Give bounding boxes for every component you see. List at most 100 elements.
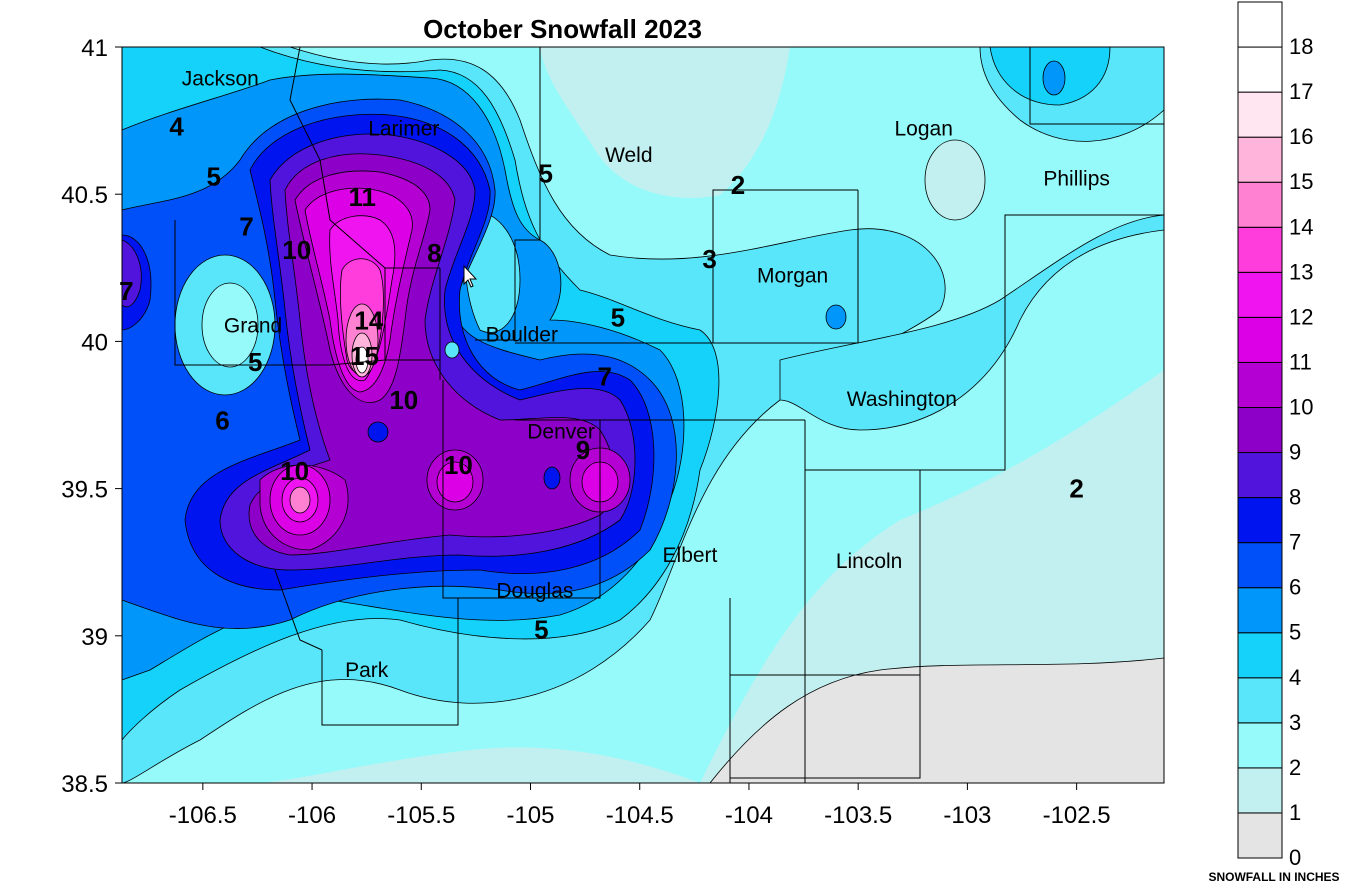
contour-value-label: 5 [611, 303, 625, 333]
contour-value-label: 3 [702, 244, 716, 274]
contour-value-label: 10 [444, 450, 473, 480]
legend-label: 15 [1289, 169, 1313, 194]
legend-label: 18 [1289, 34, 1313, 59]
contour-value-label: 10 [282, 235, 311, 265]
contour-value-label: 8 [427, 238, 441, 268]
legend-swatch [1237, 767, 1283, 814]
county-label: Weld [605, 144, 652, 167]
legend-swatch [1237, 406, 1283, 454]
contour-band-1-2 [122, 747, 700, 783]
legend-label: 9 [1289, 440, 1301, 465]
contour-value-label: 5 [248, 347, 262, 377]
legend-label: 10 [1289, 394, 1313, 419]
legend-swatch [1237, 316, 1283, 363]
x-tick-label: -105 [506, 802, 554, 829]
legend-swatch [1237, 722, 1283, 769]
county-label: Jackson [182, 67, 259, 90]
legend-swatch [1237, 677, 1283, 724]
contour-band-16-17 [355, 346, 369, 374]
contour-value-label: 5 [534, 615, 548, 645]
x-tick-label: -102.5 [1043, 802, 1111, 829]
x-tick-label: -103.5 [824, 802, 892, 829]
legend-label: 2 [1289, 755, 1301, 780]
county-label: Lincoln [836, 550, 903, 573]
legend-label: 12 [1289, 304, 1313, 329]
legend-swatch [1237, 136, 1283, 183]
x-axis: -106.5 -106 -105.5 -105 -104.5 -104 -103.5 -103… [169, 783, 1111, 829]
contour-band-7-8 [543, 466, 561, 490]
county-label: Morgan [757, 265, 828, 288]
legend-label: 5 [1289, 620, 1301, 645]
legend-label: 16 [1289, 124, 1313, 149]
contour-band-2-3 [201, 282, 259, 368]
legend-label: 1 [1289, 800, 1301, 825]
contour-value-label: 7 [239, 211, 253, 241]
y-tick-label: 38.5 [61, 771, 108, 798]
legend-label: 11 [1289, 349, 1312, 374]
contour-value-label: 10 [280, 456, 309, 486]
contour-value-label: 10 [389, 385, 418, 415]
legend-unit-label: SNOWFALL IN INCHES [1208, 870, 1339, 884]
contour-value-label: 6 [215, 406, 229, 436]
contour-band-1-2 [924, 139, 986, 221]
legend-swatch [1237, 361, 1283, 408]
contour-band-13-14 [289, 486, 311, 514]
legend-label: 7 [1289, 530, 1301, 555]
contour-band-3-4 [444, 341, 460, 359]
legend-swatch [1237, 271, 1283, 318]
y-tick-label: 40.5 [61, 182, 108, 209]
contour-value-label: 2 [731, 170, 745, 200]
contour-value-label: 7 [119, 276, 133, 306]
contour-plot-area [122, 47, 1164, 783]
contour-band-4-5 [825, 304, 847, 330]
contour-band-0-1 [709, 657, 1164, 783]
contour-band-8-9 [122, 239, 142, 308]
y-tick-label: 40 [81, 329, 108, 356]
contour-value-label: 11 [349, 182, 377, 212]
x-tick-label: -106 [288, 802, 336, 829]
contour-value-label: 2 [1069, 473, 1083, 503]
y-tick-label: 39.5 [61, 477, 108, 504]
map-title: October Snowfall 2023 [423, 14, 702, 44]
contour-value-label: 9 [576, 435, 590, 465]
contour-band-7-8 [367, 421, 389, 443]
county-label: Larimer [368, 117, 439, 140]
legend-swatch [1237, 1, 1283, 48]
county-label: Boulder [486, 323, 558, 346]
plot-frame [121, 46, 1165, 784]
legend-label: 3 [1289, 710, 1301, 735]
contour-band-3-4 [779, 214, 1164, 431]
contour-value-label: 7 [598, 362, 612, 392]
county-label: Washington [847, 388, 957, 411]
legend-swatch [1237, 226, 1283, 273]
legend-swatch [1237, 587, 1283, 634]
legend-swatch [1237, 812, 1283, 859]
county-label: Logan [895, 117, 953, 140]
x-tick-label: -105.5 [387, 802, 455, 829]
contour-value-label: 4 [169, 111, 184, 141]
x-tick-label: -104 [725, 802, 773, 829]
legend-swatch [1237, 452, 1283, 499]
legend-swatch [1237, 46, 1283, 93]
contour-value-label: 15 [350, 341, 379, 371]
x-tick-label: -104.5 [606, 802, 674, 829]
legend-swatch [1237, 497, 1283, 544]
legend-label: 17 [1289, 79, 1313, 104]
legend-label: 4 [1289, 665, 1301, 690]
y-tick-label: 41 [81, 35, 108, 62]
county-label: Elbert [663, 544, 718, 567]
legend-label: 13 [1289, 259, 1313, 284]
county-label: Grand [224, 315, 282, 338]
y-axis: 41 40.5 40 39.5 39 38.5 [61, 35, 122, 798]
mouse-cursor-icon [463, 264, 478, 288]
county-label: Douglas [496, 580, 573, 603]
county-label: Park [345, 659, 389, 682]
contour-band-5-6 [1042, 60, 1066, 96]
county-labels: Jackson Larimer Weld Logan Phillips Morgan Gra… [182, 67, 1110, 682]
contour-band-1-2 [540, 47, 790, 198]
contour-value-label: 14 [354, 306, 383, 336]
county-label: Denver [527, 421, 595, 444]
contour-value-label: 5 [539, 158, 553, 188]
